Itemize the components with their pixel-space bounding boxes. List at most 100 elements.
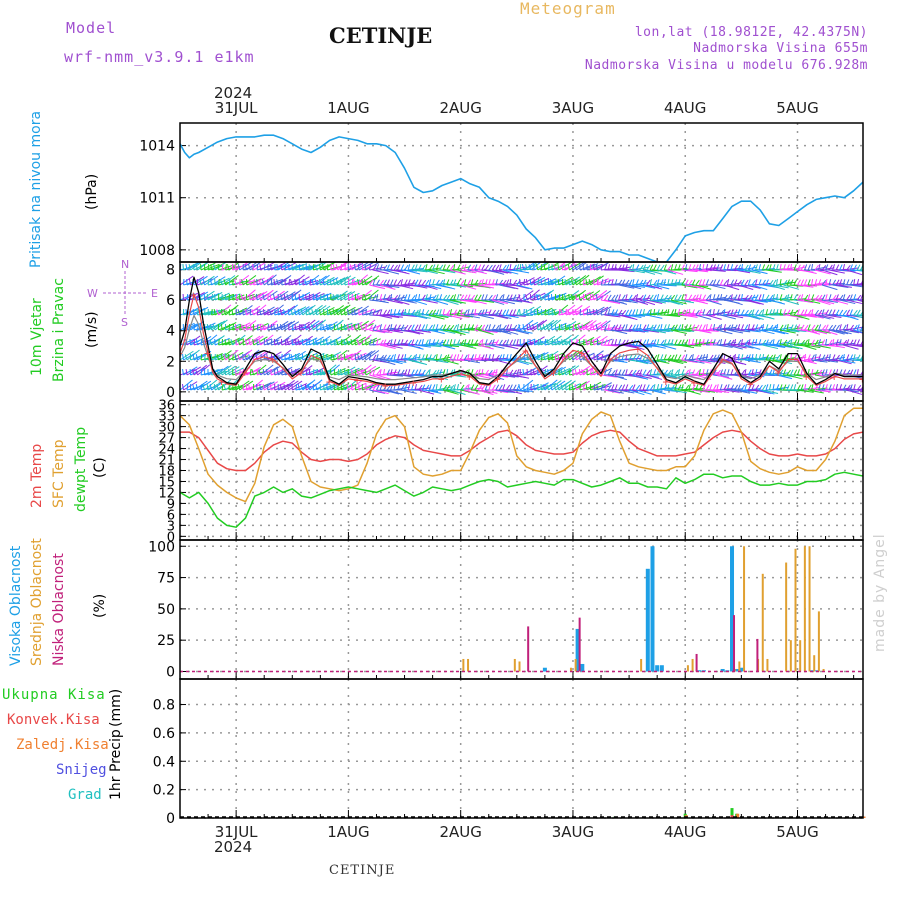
wind-barb [355,320,369,331]
wind-barb-flag [390,264,395,271]
wind-barb-flag [846,264,851,271]
wind-barb [369,284,386,290]
wind-barb [857,299,863,303]
wind-barb-flag [744,369,747,376]
wind-barb-flag [804,309,808,316]
wind-barb-flag [439,294,443,301]
wind-barb-flag [667,369,672,376]
wind-barb [457,298,474,301]
wind-barb [734,269,751,274]
wind-barb-flag [586,308,589,316]
wind-barb-flag [849,354,854,361]
wind-barb-flag [537,278,540,286]
wind-barb [657,342,674,346]
wind-barb-flag [195,264,199,271]
legend-snow: Snijeg [56,762,107,778]
wind-barb [348,349,362,361]
wind-barb-flag [319,263,321,271]
wind-barb [678,329,695,332]
wind-barb-flag [684,324,688,331]
wind-barb-flag [266,339,269,346]
wind-barb-flag [793,264,797,271]
wind-barb-flag [393,309,397,316]
wind-barb [358,350,373,361]
wind-barb-flag [702,384,706,391]
wind-barb-flag [488,294,493,301]
wind-barb [464,389,480,395]
wind-barb [702,329,719,332]
wind-barb-flag [258,369,262,376]
wind-barb-flag [604,309,608,316]
wind-barb [369,389,386,394]
wind-barb-flag [849,369,854,376]
wind-barb-flag [568,278,570,286]
wind-barb-flag [663,324,667,331]
cloud-low-bar [527,626,530,672]
wind-barb-flag [628,324,633,331]
wind-barb [516,329,533,334]
wind-barb-flag [592,324,595,331]
wind-barb-flag [432,264,436,271]
wind-barb-flag [828,339,833,346]
wind-barb-flag [590,339,592,346]
wind-barb-flag [484,294,488,301]
wind-barb-flag [574,324,577,331]
wind-barb-flag [614,279,618,286]
wind-barb-flag [797,309,800,316]
wind-barb-flag [386,384,391,391]
wind-barb-flag [758,339,762,346]
wind-barb-flag [646,354,650,361]
wind-barb [200,275,215,286]
wind-barb-flag [418,294,421,301]
wind-barb-flag [660,324,663,331]
model-altitude-label: Nadmorska Visina u modelu 676.928m [584,58,868,73]
wind-barb [769,329,786,335]
wind-barb-flag [811,339,815,346]
bottom-year-label: 2024 [214,838,253,856]
wind-barb-flag [307,324,311,331]
wind-barb [460,344,477,349]
wind-barb-flag [449,339,453,346]
wind-barb-flag [502,294,505,301]
wind-barb-flag [768,384,772,391]
wind-barb-flag [223,354,227,361]
wind-barb-flag [761,309,765,316]
wind-barb [671,267,688,271]
wind-barb [688,284,705,290]
wind-barb-flag [856,279,860,286]
wind-barb-flag [372,354,377,361]
wind-barb-flag [467,309,470,316]
wind-barb-flag [221,263,224,271]
bottom-day-label: 31JUL [214,823,258,841]
wind-barb-flag [428,309,434,316]
wind-barb-flag [442,354,448,361]
wind-barb-flag [674,369,679,376]
wind-barb [635,359,652,365]
wind-barb [358,289,372,301]
wind-marker: + [522,344,529,357]
wind-barb-flag [200,353,203,361]
wind-barb-flag [716,324,721,331]
wind-barb [530,309,547,316]
wind-marker: + [298,366,305,379]
wind-barb [250,370,266,376]
wind-barb-flag [646,324,650,331]
wind-barb [748,299,764,305]
wind-barb [393,357,410,361]
wind-barb-flag [404,384,408,391]
wind-barb [246,323,262,331]
wind-barb-flag [786,384,790,391]
wind-barb-flag [262,369,265,376]
wind-barb-flag [681,339,685,346]
wind-barb-flag [509,309,513,316]
wind-barb [597,320,611,331]
wind-barb-flag [783,354,787,361]
wind-barb-flag [488,264,493,271]
wind-barb-flag [733,294,738,301]
wind-barb-flag [744,339,749,346]
wind-barb-flag [343,338,346,346]
y-tick-label: 30 [158,421,175,436]
wind-barb [474,284,491,289]
wind-barb-flag [649,309,652,316]
wind-barb [376,314,393,319]
